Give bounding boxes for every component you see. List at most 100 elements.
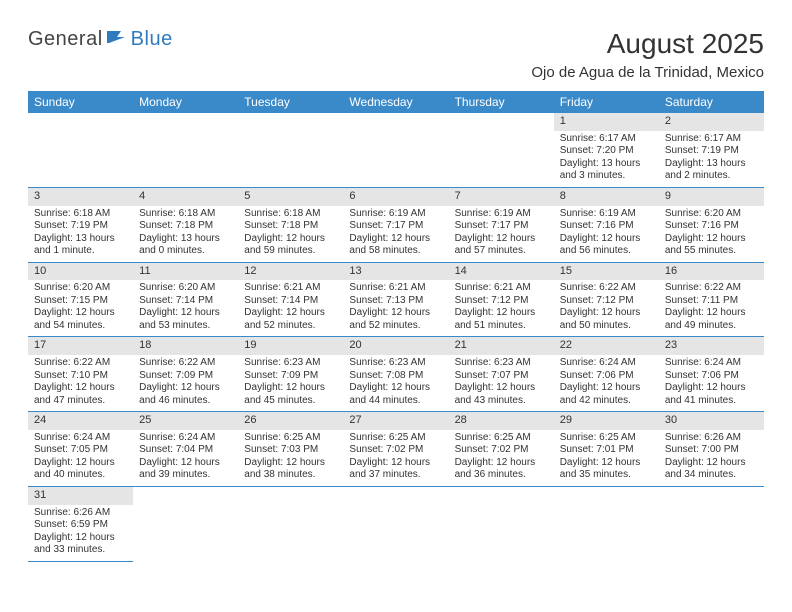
calendar-day-cell: 1Sunrise: 6:17 AMSunset: 7:20 PMDaylight… [554,113,659,187]
day-body: Sunrise: 6:22 AMSunset: 7:10 PMDaylight:… [28,355,133,411]
daylight-text: Daylight: 12 hours and 53 minutes. [139,307,232,332]
calendar-week-row: 17Sunrise: 6:22 AMSunset: 7:10 PMDayligh… [28,337,764,412]
day-body: Sunrise: 6:24 AMSunset: 7:06 PMDaylight:… [554,355,659,411]
calendar-day-cell: 24Sunrise: 6:24 AMSunset: 7:05 PMDayligh… [28,412,133,487]
day-body: Sunrise: 6:19 AMSunset: 7:16 PMDaylight:… [554,206,659,262]
daylight-text: Daylight: 13 hours and 1 minute. [34,233,127,258]
day-body: Sunrise: 6:25 AMSunset: 7:01 PMDaylight:… [554,430,659,486]
daylight-text: Daylight: 12 hours and 52 minutes. [349,307,442,332]
calendar-empty-cell [238,113,343,187]
day-number: 26 [238,412,343,430]
sunset-text: Sunset: 7:13 PM [349,295,442,308]
day-body: Sunrise: 6:19 AMSunset: 7:17 PMDaylight:… [449,206,554,262]
sunrise-text: Sunrise: 6:25 AM [244,432,337,445]
day-number: 8 [554,188,659,206]
daylight-text: Daylight: 12 hours and 35 minutes. [560,457,653,482]
calendar-day-cell: 21Sunrise: 6:23 AMSunset: 7:07 PMDayligh… [449,337,554,412]
day-body: Sunrise: 6:26 AMSunset: 6:59 PMDaylight:… [28,505,133,561]
daylight-text: Daylight: 12 hours and 56 minutes. [560,233,653,258]
day-number: 14 [449,263,554,281]
sunset-text: Sunset: 7:12 PM [560,295,653,308]
daylight-text: Daylight: 12 hours and 54 minutes. [34,307,127,332]
day-body: Sunrise: 6:18 AMSunset: 7:18 PMDaylight:… [133,206,238,262]
calendar-day-cell: 8Sunrise: 6:19 AMSunset: 7:16 PMDaylight… [554,187,659,262]
daylight-text: Daylight: 12 hours and 40 minutes. [34,457,127,482]
calendar-page: GeneralBlue August 2025 Ojo de Agua de l… [0,0,792,562]
sunrise-text: Sunrise: 6:21 AM [244,282,337,295]
sunrise-text: Sunrise: 6:22 AM [560,282,653,295]
flag-icon [107,28,129,51]
sunrise-text: Sunrise: 6:24 AM [665,357,758,370]
sunset-text: Sunset: 7:14 PM [244,295,337,308]
sunset-text: Sunset: 7:19 PM [34,220,127,233]
calendar-day-cell: 4Sunrise: 6:18 AMSunset: 7:18 PMDaylight… [133,187,238,262]
sunset-text: Sunset: 7:20 PM [560,145,653,158]
sunset-text: Sunset: 7:00 PM [665,444,758,457]
calendar-empty-cell [659,486,764,561]
calendar-day-cell: 17Sunrise: 6:22 AMSunset: 7:10 PMDayligh… [28,337,133,412]
calendar-day-cell: 18Sunrise: 6:22 AMSunset: 7:09 PMDayligh… [133,337,238,412]
day-number: 9 [659,188,764,206]
day-body: Sunrise: 6:20 AMSunset: 7:16 PMDaylight:… [659,206,764,262]
sunrise-text: Sunrise: 6:26 AM [34,507,127,520]
day-body: Sunrise: 6:21 AMSunset: 7:12 PMDaylight:… [449,280,554,336]
sunset-text: Sunset: 7:09 PM [244,370,337,383]
daylight-text: Daylight: 12 hours and 57 minutes. [455,233,548,258]
daylight-text: Daylight: 12 hours and 34 minutes. [665,457,758,482]
day-body: Sunrise: 6:20 AMSunset: 7:15 PMDaylight:… [28,280,133,336]
calendar-day-cell: 16Sunrise: 6:22 AMSunset: 7:11 PMDayligh… [659,262,764,337]
sunset-text: Sunset: 7:05 PM [34,444,127,457]
day-number: 18 [133,337,238,355]
day-body: Sunrise: 6:25 AMSunset: 7:03 PMDaylight:… [238,430,343,486]
calendar-day-cell: 10Sunrise: 6:20 AMSunset: 7:15 PMDayligh… [28,262,133,337]
calendar-empty-cell [133,113,238,187]
sunset-text: Sunset: 7:16 PM [665,220,758,233]
daylight-text: Daylight: 12 hours and 49 minutes. [665,307,758,332]
day-of-week-header: Thursday [449,91,554,113]
day-body: Sunrise: 6:24 AMSunset: 7:05 PMDaylight:… [28,430,133,486]
day-of-week-row: SundayMondayTuesdayWednesdayThursdayFrid… [28,91,764,113]
sunrise-text: Sunrise: 6:21 AM [455,282,548,295]
calendar-day-cell: 27Sunrise: 6:25 AMSunset: 7:02 PMDayligh… [343,412,448,487]
day-body: Sunrise: 6:22 AMSunset: 7:11 PMDaylight:… [659,280,764,336]
day-number: 7 [449,188,554,206]
day-body: Sunrise: 6:25 AMSunset: 7:02 PMDaylight:… [449,430,554,486]
calendar-day-cell: 6Sunrise: 6:19 AMSunset: 7:17 PMDaylight… [343,187,448,262]
daylight-text: Daylight: 12 hours and 46 minutes. [139,382,232,407]
sunrise-text: Sunrise: 6:20 AM [34,282,127,295]
sunrise-text: Sunrise: 6:23 AM [455,357,548,370]
day-number: 5 [238,188,343,206]
daylight-text: Daylight: 13 hours and 2 minutes. [665,158,758,183]
day-body: Sunrise: 6:18 AMSunset: 7:18 PMDaylight:… [238,206,343,262]
day-number: 20 [343,337,448,355]
day-body: Sunrise: 6:26 AMSunset: 7:00 PMDaylight:… [659,430,764,486]
sunset-text: Sunset: 7:15 PM [34,295,127,308]
sunrise-text: Sunrise: 6:24 AM [139,432,232,445]
day-body: Sunrise: 6:23 AMSunset: 7:08 PMDaylight:… [343,355,448,411]
day-number: 17 [28,337,133,355]
calendar-day-cell: 23Sunrise: 6:24 AMSunset: 7:06 PMDayligh… [659,337,764,412]
calendar-day-cell: 3Sunrise: 6:18 AMSunset: 7:19 PMDaylight… [28,187,133,262]
day-of-week-header: Friday [554,91,659,113]
sunset-text: Sunset: 7:18 PM [244,220,337,233]
day-number: 23 [659,337,764,355]
day-number: 22 [554,337,659,355]
day-body: Sunrise: 6:24 AMSunset: 7:04 PMDaylight:… [133,430,238,486]
logo-text-general: General [28,28,103,51]
day-body: Sunrise: 6:21 AMSunset: 7:13 PMDaylight:… [343,280,448,336]
sunrise-text: Sunrise: 6:17 AM [560,133,653,146]
sunset-text: Sunset: 7:03 PM [244,444,337,457]
calendar-empty-cell [449,486,554,561]
daylight-text: Daylight: 12 hours and 51 minutes. [455,307,548,332]
sunrise-text: Sunrise: 6:20 AM [665,208,758,221]
sunrise-text: Sunrise: 6:24 AM [34,432,127,445]
sunset-text: Sunset: 7:12 PM [455,295,548,308]
sunrise-text: Sunrise: 6:23 AM [244,357,337,370]
day-body: Sunrise: 6:23 AMSunset: 7:09 PMDaylight:… [238,355,343,411]
day-body: Sunrise: 6:17 AMSunset: 7:19 PMDaylight:… [659,131,764,187]
daylight-text: Daylight: 13 hours and 3 minutes. [560,158,653,183]
calendar-day-cell: 12Sunrise: 6:21 AMSunset: 7:14 PMDayligh… [238,262,343,337]
day-number: 16 [659,263,764,281]
calendar-week-row: 3Sunrise: 6:18 AMSunset: 7:19 PMDaylight… [28,187,764,262]
daylight-text: Daylight: 13 hours and 0 minutes. [139,233,232,258]
